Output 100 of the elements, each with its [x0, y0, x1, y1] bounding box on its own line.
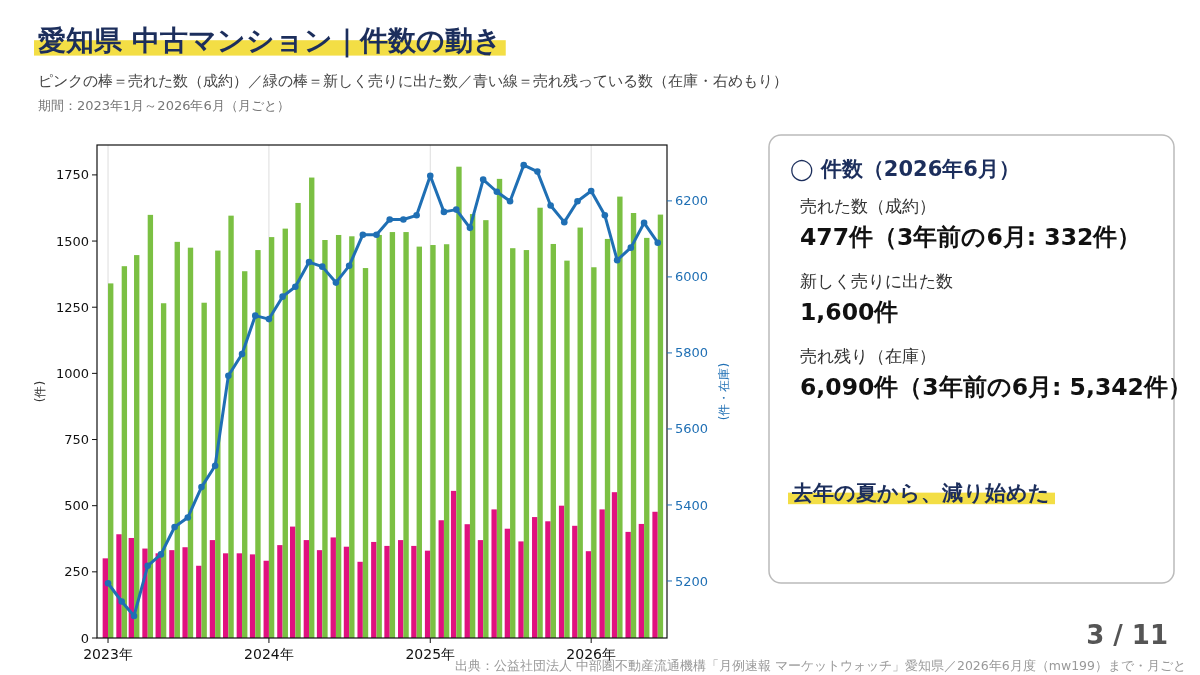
bar — [491, 509, 497, 638]
point — [386, 216, 394, 223]
point — [157, 551, 165, 558]
bar — [282, 228, 288, 638]
bar — [169, 550, 175, 638]
bar — [209, 540, 216, 638]
bar — [477, 540, 484, 638]
point — [640, 219, 648, 227]
bar — [630, 213, 637, 638]
point — [305, 258, 313, 266]
point — [440, 208, 448, 216]
bar — [469, 214, 476, 638]
bar — [303, 540, 310, 638]
bar — [518, 541, 524, 638]
bar — [572, 525, 578, 638]
point — [534, 168, 541, 175]
bar — [108, 283, 114, 638]
bar — [464, 524, 470, 638]
bar — [277, 545, 283, 638]
point — [613, 256, 621, 264]
bar — [496, 178, 503, 638]
bar — [591, 267, 597, 638]
bar — [196, 565, 202, 638]
point — [130, 612, 138, 620]
point — [118, 598, 125, 605]
x-tick-label: 2024年 — [244, 646, 294, 662]
text: 1,600件 — [800, 298, 899, 326]
bar — [532, 517, 538, 638]
chart-subtitle: ピンクの棒＝売れた数（成約）／緑の棒＝新しく売りに出た数／青い線＝売れ残っている数（在庫・右めもり） — [38, 72, 788, 90]
bar — [644, 237, 650, 638]
point — [560, 218, 568, 226]
y-tick-label: 750 — [64, 432, 89, 448]
bar — [376, 234, 382, 638]
text: 売れた数（成約） — [800, 196, 936, 216]
bar — [411, 545, 417, 638]
point — [400, 216, 407, 223]
text: 477件（3年前の6月: 332件） — [800, 223, 1142, 251]
bar — [564, 260, 570, 638]
bar — [638, 523, 645, 638]
point — [104, 579, 112, 587]
bar — [362, 268, 369, 638]
bar — [545, 521, 551, 638]
bar — [438, 520, 444, 638]
bar — [652, 511, 658, 638]
point — [466, 224, 474, 232]
bar — [537, 207, 543, 638]
point — [144, 562, 151, 570]
bar — [424, 550, 431, 638]
point — [601, 212, 609, 219]
point — [452, 206, 460, 213]
bar — [316, 550, 323, 638]
text: 3 / 11 — [1086, 620, 1168, 650]
bar — [349, 236, 355, 638]
bar — [371, 541, 377, 638]
y-tick-label: 500 — [64, 498, 89, 514]
text: 6,090件（3年前の6月: 5,342件） — [800, 373, 1192, 401]
point — [373, 231, 380, 239]
y2-tick-label: 6200 — [675, 193, 709, 209]
bar — [450, 490, 457, 638]
y2-tick-label: 5400 — [675, 497, 709, 513]
bar — [611, 492, 618, 638]
text: 期間：2023年1月～2026年6月（月ごと） — [38, 98, 290, 113]
point — [279, 293, 286, 300]
bar — [223, 553, 229, 638]
bar — [121, 266, 128, 638]
bar — [403, 232, 409, 638]
bar — [242, 271, 248, 638]
bar — [357, 561, 363, 638]
y-tick-label: 1000 — [55, 365, 89, 381]
bar — [558, 505, 565, 638]
bar — [398, 540, 404, 638]
bar — [249, 554, 256, 638]
bar — [215, 250, 221, 638]
y-tick-label: 1750 — [55, 167, 89, 183]
bar — [604, 238, 611, 638]
point — [413, 212, 420, 219]
point — [627, 244, 635, 251]
y2-tick-label: 6000 — [675, 269, 709, 285]
bar — [443, 244, 450, 638]
bar — [384, 545, 390, 638]
point — [171, 523, 178, 531]
bar — [116, 534, 122, 638]
bar — [255, 250, 261, 638]
bar — [174, 241, 180, 638]
y2-axis-title: (件・在庫) — [717, 362, 731, 421]
bar — [585, 551, 592, 638]
bar — [577, 227, 583, 638]
bar — [268, 237, 275, 638]
bar — [617, 196, 623, 638]
point — [359, 231, 367, 239]
bar — [134, 255, 140, 638]
bar — [201, 302, 207, 638]
y2-tick-label: 5800 — [675, 345, 709, 361]
bar — [504, 528, 511, 638]
point — [587, 187, 595, 195]
point — [574, 197, 581, 205]
bar — [295, 202, 301, 638]
bar — [160, 303, 167, 638]
bar — [335, 234, 342, 638]
bar — [187, 247, 194, 638]
